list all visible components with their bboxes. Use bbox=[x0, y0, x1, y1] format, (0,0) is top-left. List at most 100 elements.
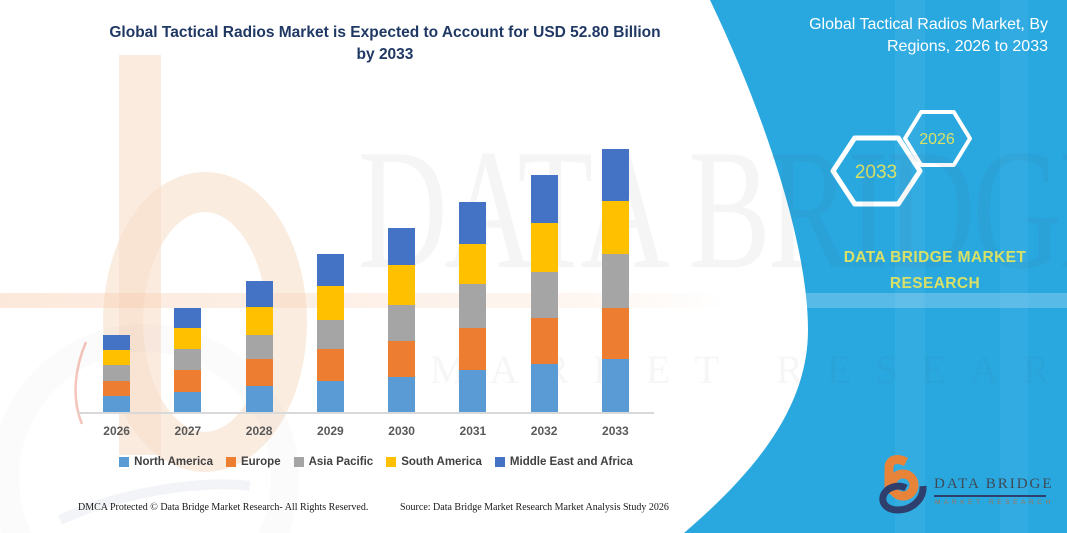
sidebar-sheen bbox=[1000, 0, 1028, 533]
bar-segment bbox=[388, 228, 416, 265]
sidebar-sheen bbox=[895, 0, 925, 533]
hexagon-2033 bbox=[830, 135, 923, 207]
stacked-bar-2030 bbox=[388, 228, 416, 413]
legend-swatch-icon bbox=[293, 457, 304, 467]
x-tick-label: 2027 bbox=[174, 424, 202, 438]
bar-segment bbox=[245, 334, 273, 359]
legend-label: Europe bbox=[240, 456, 281, 468]
x-tick-label: 2026 bbox=[103, 424, 130, 438]
company-logo: DATA BRIDGE MARKET RESEARCH bbox=[876, 452, 1052, 522]
x-tick-label: 2032 bbox=[530, 424, 558, 438]
bar-segment bbox=[174, 370, 202, 392]
bar-segment bbox=[388, 376, 416, 413]
bar-segment bbox=[316, 253, 344, 286]
x-tick-label: 2028 bbox=[245, 424, 273, 438]
hexagon-2026 bbox=[903, 110, 972, 167]
bar-segment bbox=[601, 307, 629, 359]
x-tick-label: 2031 bbox=[459, 424, 487, 438]
legend-label: Middle East and Africa bbox=[509, 456, 633, 468]
bar-slot bbox=[509, 149, 580, 413]
legend-item: Middle East and Africa bbox=[494, 456, 633, 468]
legend-item: South America bbox=[386, 456, 482, 468]
stacked-bar-2027 bbox=[174, 307, 202, 413]
bar-slot bbox=[366, 149, 437, 413]
logo-name-text: DATA BRIDGE bbox=[934, 476, 1054, 492]
bar-segment bbox=[459, 244, 487, 284]
legend-label: North America bbox=[134, 456, 213, 468]
legend-label: South America bbox=[401, 456, 482, 468]
legend-item: North America bbox=[119, 456, 213, 468]
bar-segment bbox=[459, 369, 487, 413]
x-tick-label: 2033 bbox=[602, 424, 629, 438]
stacked-bar-2028 bbox=[245, 280, 273, 413]
bar-segment bbox=[459, 201, 487, 244]
bar-slot bbox=[580, 149, 651, 413]
stacked-bar-2033 bbox=[601, 149, 629, 413]
sidebar-title: Global Tactical Radios Market, By Region… bbox=[748, 14, 1048, 58]
dmca-footer-text: DMCA Protected © Data Bridge Market Rese… bbox=[78, 502, 369, 513]
bar-chart-plot-area bbox=[81, 149, 651, 413]
legend-swatch-icon bbox=[386, 457, 397, 467]
x-tick-label: 2030 bbox=[388, 424, 415, 438]
bar-segment bbox=[459, 328, 487, 370]
sidebar-title-line2: Regions, 2026 to 2033 bbox=[886, 38, 1048, 55]
bar-slot bbox=[152, 149, 223, 413]
bar-segment bbox=[388, 304, 416, 341]
legend-item: Asia Pacific bbox=[293, 456, 374, 468]
bar-segment bbox=[530, 271, 558, 318]
bar-segment bbox=[316, 286, 344, 320]
brand-line1: DATA BRIDGE MARKET bbox=[843, 249, 1027, 266]
stacked-bar-2029 bbox=[316, 253, 344, 413]
brand-wordmark: DATA BRIDGE MARKET RESEARCH bbox=[800, 245, 1067, 297]
legend-swatch-icon bbox=[494, 457, 505, 467]
bar-segment bbox=[388, 264, 416, 305]
bar-segment bbox=[601, 149, 629, 201]
bar-segment bbox=[316, 380, 344, 413]
logo-underline bbox=[934, 495, 1046, 497]
bar-segment bbox=[245, 359, 273, 386]
bar-segment bbox=[601, 254, 629, 308]
bar-segment bbox=[103, 381, 131, 396]
logo-subtitle-text: MARKET RESEARCH bbox=[935, 499, 1054, 506]
bar-segment bbox=[174, 327, 202, 349]
bar-slot bbox=[295, 149, 366, 413]
bar-segment bbox=[103, 365, 131, 381]
logo-mark-icon bbox=[879, 455, 927, 514]
chart-legend: North America Europe Asia Pacific South Ame… bbox=[0, 456, 752, 468]
chart-title-line2: by 2033 bbox=[356, 46, 414, 63]
bar-segment bbox=[530, 174, 558, 223]
bar-slot bbox=[81, 149, 152, 413]
stacked-bar-2031 bbox=[459, 201, 487, 413]
bar-segment bbox=[316, 349, 344, 381]
bar-segment bbox=[245, 307, 273, 335]
sidebar-title-line1: Global Tactical Radios Market, By bbox=[809, 16, 1048, 33]
stacked-bar-2026 bbox=[103, 334, 131, 413]
legend-label: Asia Pacific bbox=[308, 456, 374, 468]
bar-segment bbox=[174, 391, 202, 413]
bar-segment bbox=[174, 307, 202, 328]
bar-segment bbox=[601, 200, 629, 254]
bar-segment bbox=[530, 318, 558, 364]
source-footer-text: Source: Data Bridge Market Research Mark… bbox=[400, 502, 669, 513]
bar-segment bbox=[316, 319, 344, 349]
bar-segment bbox=[174, 348, 202, 370]
bar-segment bbox=[459, 284, 487, 328]
chart-title-line1: Global Tactical Radios Market is Expecte… bbox=[109, 24, 661, 41]
bar-segment bbox=[530, 223, 558, 272]
bar-segment bbox=[245, 385, 273, 413]
bar-segment bbox=[103, 334, 131, 350]
chart-title: Global Tactical Radios Market is Expecte… bbox=[35, 22, 735, 66]
hexagon-year-2033: 2033 bbox=[855, 162, 897, 183]
legend-swatch-icon bbox=[119, 457, 130, 467]
bar-segment bbox=[245, 280, 273, 307]
x-tick-label: 2029 bbox=[317, 424, 344, 438]
legend-item: Europe bbox=[225, 456, 281, 468]
x-axis-line bbox=[78, 412, 654, 414]
stacked-bar-2032 bbox=[530, 174, 558, 413]
x-axis-ticks: 2026 2027 2028 2029 2030 2031 2032 2033 bbox=[81, 424, 651, 438]
hexagon-year-2026: 2026 bbox=[919, 131, 955, 148]
bar-slot bbox=[437, 149, 508, 413]
sidebar-background bbox=[684, 0, 1067, 533]
